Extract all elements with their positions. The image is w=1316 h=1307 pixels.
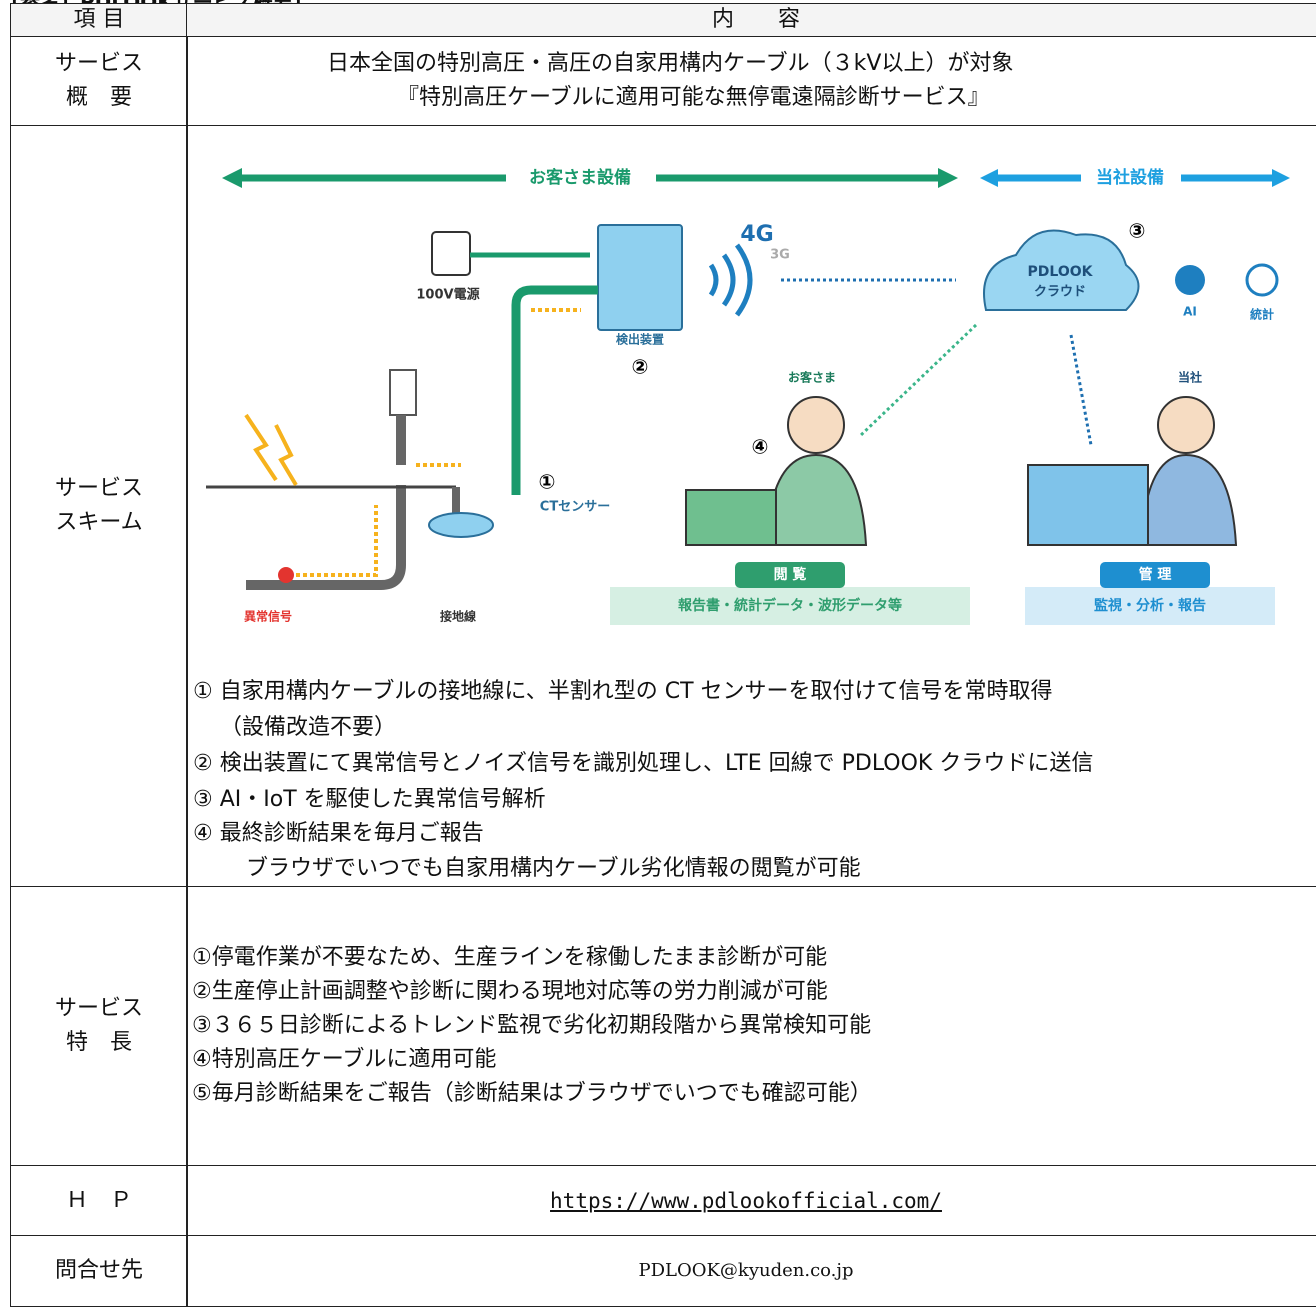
label-cell: サービス スキーム (10, 125, 188, 887)
diagram-label: 異常信号 (244, 609, 292, 624)
feature: ④特別高圧ケーブルに適用可能 (192, 1047, 497, 1072)
label-cell: 問合せ先 (10, 1235, 188, 1307)
company-figure (1139, 453, 1238, 546)
arrow-head (980, 169, 998, 187)
feature: ③３６５日診断によるトレンド監視で劣化初期段階から異常検知可能 (192, 1013, 872, 1038)
cloud (983, 229, 1140, 311)
feature: ①停電作業が不要なため、生産ラインを稼働したまま診断が可能 (192, 945, 828, 970)
label: 概 要 (65, 85, 132, 110)
label: サービス (54, 51, 143, 76)
label-bg (506, 165, 656, 191)
note: ブラウザでいつでも自家用構内ケーブル劣化情報の閲覧が可能 (246, 856, 861, 881)
cable (511, 285, 598, 495)
diagram-label: 当社 (1178, 370, 1202, 385)
company-figure (1157, 396, 1215, 454)
ai-icon (1175, 265, 1205, 295)
diagram-label: 管 理 (1139, 566, 1172, 583)
label: サービス (54, 476, 143, 501)
arrow-head (1272, 169, 1290, 187)
diagram-label: 統計 (1250, 307, 1274, 322)
url-link[interactable]: https://www.pdlookofficial.com/ (550, 1188, 942, 1213)
diagram-label: ④ (752, 435, 769, 459)
diagram-label: 接地線 (440, 609, 476, 624)
diagram-label: クラウド (1034, 285, 1086, 300)
customer-figure (764, 453, 868, 546)
ct-sensor (428, 512, 494, 538)
diagram-label: CTセンサー (540, 500, 610, 515)
note: （設備改造不要） (220, 715, 397, 740)
header-cell: 項 目 (10, 3, 188, 37)
content-cell: PDLOOK@kyuden.co.jp (186, 1235, 1316, 1307)
diagram-label: お客さま (788, 370, 836, 385)
label: 問合せ先 (54, 1258, 143, 1283)
diagram-label: 100V電源 (416, 287, 479, 303)
feature: ⑤毎月診断結果をご報告（診断結果はブラウザでいつでも確認可能） (192, 1081, 872, 1106)
email: PDLOOK@kyuden.co.jp (638, 1260, 854, 1281)
diagram-label: ③ (1129, 219, 1146, 243)
diagram-label: 閲 覧 (774, 566, 807, 583)
arrow-head (222, 168, 242, 188)
label-bg (1081, 165, 1181, 191)
label: スキーム (55, 510, 143, 535)
diagram-label: 4G (740, 222, 773, 247)
view-box (610, 587, 970, 625)
manage-box (1025, 587, 1275, 625)
diagram-label: ① (539, 470, 556, 494)
fault-point (278, 567, 294, 583)
diagram-label: お客さま設備 (529, 167, 631, 188)
diagram-label: 当社設備 (1096, 167, 1164, 188)
diagram-label: 3G (770, 248, 790, 263)
arrow-head (938, 168, 958, 188)
label-cell: サービス概 要 (10, 36, 188, 126)
label-cell: Ｈ Ｐ (10, 1165, 188, 1236)
outlet (431, 231, 471, 276)
cable-pole (246, 415, 406, 590)
header-text: 内 容 (711, 7, 800, 32)
signal-arrow (296, 463, 461, 577)
label: 特 長 (65, 1030, 132, 1055)
diagram-label: 検出装置 (616, 332, 664, 347)
note: ② 検出装置にて異常信号とノイズ信号を識別処理し、LTE 回線で PDLOOK … (193, 751, 1094, 776)
label: Ｈ Ｐ (65, 1187, 132, 1213)
monitor (1027, 464, 1149, 546)
label: サービス (54, 996, 143, 1021)
link-arrow (859, 323, 978, 437)
link-arrow (1069, 334, 1093, 446)
customer-figure (787, 396, 845, 454)
wireless-icon (708, 243, 753, 317)
note: ① 自家用構内ケーブルの接地線に、半割れ型の CT センサーを取付けて信号を常時… (193, 679, 1053, 704)
diagram-label: AI (1183, 305, 1197, 319)
note: ④ 最終診断結果を毎月ご報告 (193, 821, 484, 846)
content-cell: https://www.pdlookofficial.com/ (186, 1165, 1316, 1236)
pole-box (389, 369, 417, 416)
text-line: 『特別高圧ケーブルに適用可能な無停電遠隔診断サービス』 (397, 85, 990, 110)
content-cell: 日本全国の特別高圧・高圧の自家用構内ケーブル（３kV以上）が対象『特別高圧ケーブ… (186, 36, 1316, 126)
diagram-label: 監視・分析・報告 (1094, 597, 1206, 614)
scheme-diagram: お客さま設備 当社設備 100V電源 検出装置 ② 4G 3G PDLOOK ク… (206, 165, 1290, 625)
header-text: 項 目 (73, 7, 125, 32)
view-button (735, 562, 845, 588)
content-cell: ①停電作業が不要なため、生産ラインを稼働したまま診断が可能 ②生産停止計画調整や… (186, 886, 1316, 1166)
manage-button (1100, 562, 1210, 588)
laptop (685, 489, 777, 546)
label-cell: サービス特 長 (10, 886, 188, 1166)
feature: ②生産停止計画調整や診断に関わる現地対応等の労力削減が可能 (192, 979, 828, 1004)
header-cell: 内 容 (186, 3, 1316, 37)
note: ③ AI・IoT を駆使した異常信号解析 (193, 787, 546, 812)
diagram-label: PDLOOK (1028, 264, 1094, 280)
diagram-label: 報告書・統計データ・波形データ等 (678, 597, 902, 614)
detector (597, 224, 683, 331)
stats-icon (1245, 263, 1279, 297)
text-line: 日本全国の特別高圧・高圧の自家用構内ケーブル（３kV以上）が対象 (327, 51, 1014, 76)
spark (244, 413, 298, 487)
diagram-label: ② (632, 355, 649, 379)
